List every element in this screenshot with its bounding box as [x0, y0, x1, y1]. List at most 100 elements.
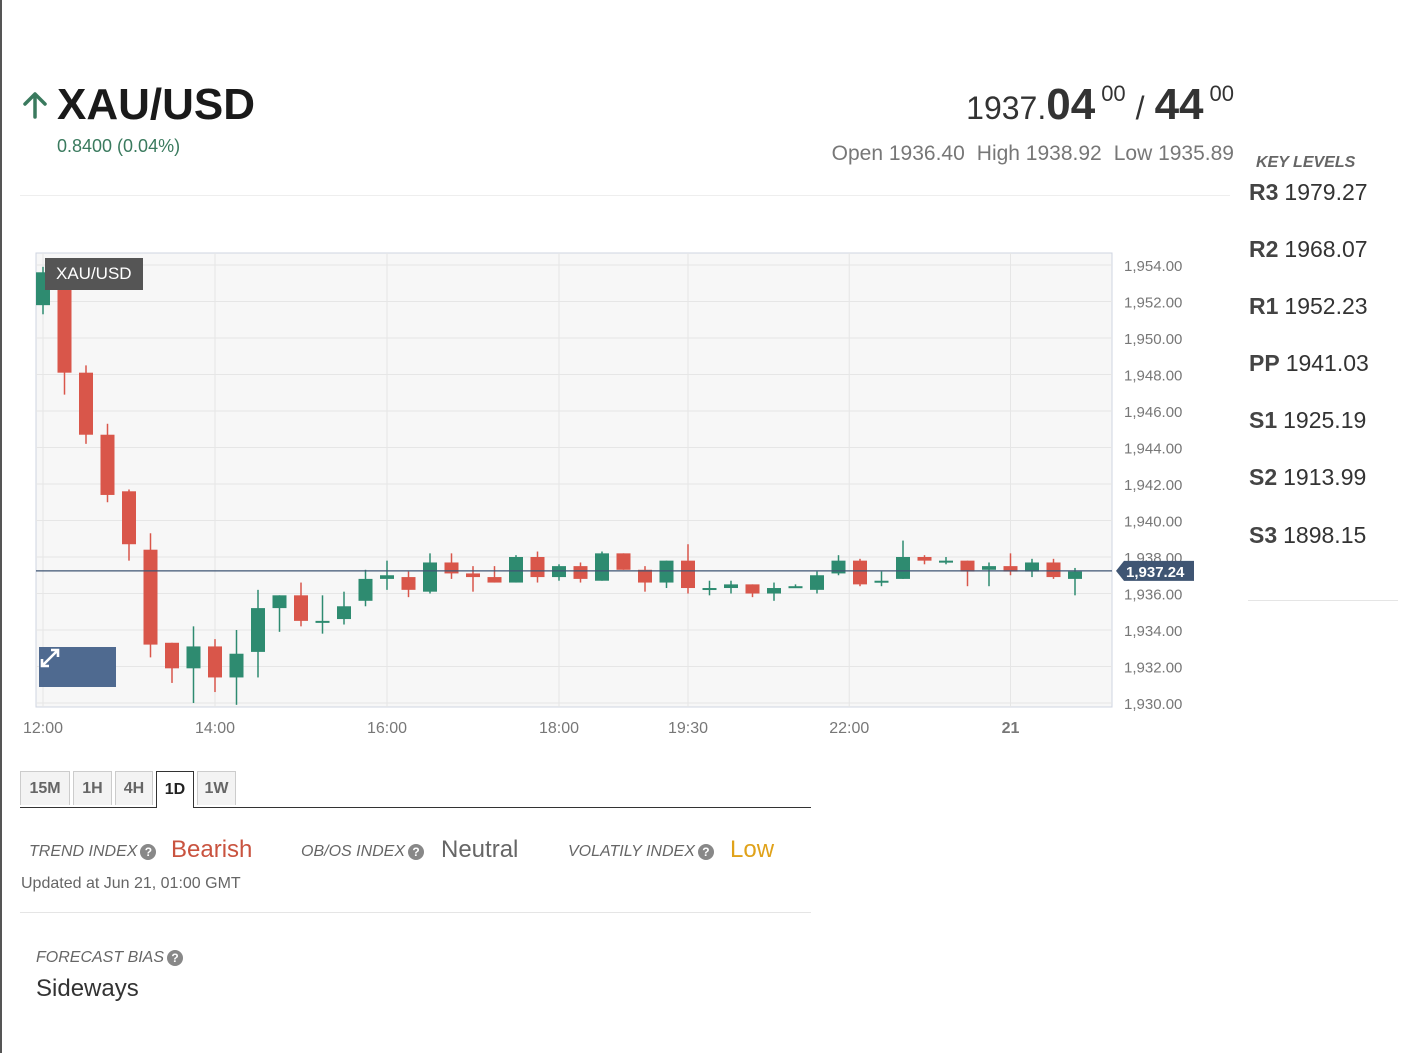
y-tick-label: 1,952.00 [1124, 295, 1182, 312]
key-level-value: 1913.99 [1283, 464, 1367, 490]
x-tick-label: 14:00 [195, 720, 235, 737]
key-level-name: PP [1249, 350, 1280, 376]
key-level-r1: R1 1952.23 [1249, 293, 1368, 320]
candle-body [702, 588, 717, 591]
trend-index-label: TREND INDEX? [29, 843, 157, 861]
tab-4h[interactable]: 4H [115, 771, 153, 805]
candle-body [552, 566, 566, 578]
help-icon[interactable]: ? [697, 844, 714, 860]
candle-body [853, 560, 867, 585]
candle-body [444, 562, 459, 574]
key-level-pp: PP 1941.03 [1249, 350, 1369, 377]
ask-price: 44 [1154, 80, 1204, 129]
quote: 1937.04 00/44 00 [966, 80, 1234, 130]
price-chart[interactable]: 1,954.00 1,952.00 1,950.00 1,948.00 1,946.00… [20, 240, 1220, 745]
trend-index-value: Bearish [171, 836, 253, 863]
candle-body [681, 560, 695, 589]
candle-body [143, 549, 158, 645]
key-level-name: S3 [1249, 522, 1278, 548]
expand-button[interactable] [39, 647, 116, 687]
candle-body [401, 577, 416, 590]
candle-body [122, 491, 136, 545]
divider [1248, 600, 1398, 601]
high-value: High 1938.92 [976, 142, 1102, 165]
forecast-bias-label: FORECAST BIAS? [36, 949, 184, 967]
current-price-label: 1,937.24 [1126, 564, 1185, 581]
candle-body [659, 560, 674, 583]
x-tick-label: 16:00 [367, 720, 407, 737]
y-tick-label: 1,954.00 [1124, 258, 1182, 275]
chart-symbol-label: XAU/USD [45, 258, 143, 290]
tab-1d[interactable]: 1D [156, 771, 194, 808]
key-level-name: R3 [1249, 179, 1279, 205]
key-levels-title: KEY LEVELS [1256, 154, 1356, 171]
y-tick-label: 1,934.00 [1124, 623, 1182, 640]
candle-body [767, 588, 781, 594]
candle-body [638, 569, 652, 583]
symbol-title: XAU/USD [57, 80, 256, 129]
candle-body [358, 578, 373, 601]
candle-body [272, 595, 287, 609]
candle-body [917, 557, 932, 561]
candle-body [337, 606, 351, 620]
candle-body [100, 434, 115, 495]
open-value: Open 1936.40 [831, 142, 965, 165]
key-level-value: 1898.15 [1283, 522, 1367, 548]
candle-body [229, 653, 244, 678]
help-icon[interactable]: ? [140, 844, 157, 860]
key-level-value: 1968.07 [1284, 236, 1368, 262]
price-change: 0.8400 (0.04%) [57, 136, 181, 156]
candle-body [251, 608, 265, 652]
ask-fraction: 00 [1209, 81, 1234, 106]
candle-body [724, 584, 738, 589]
x-tick-label: 12:00 [23, 720, 63, 737]
candle-body [186, 646, 201, 669]
key-level-s2: S2 1913.99 [1249, 464, 1366, 491]
candle-body [595, 553, 609, 581]
candle-body [874, 580, 889, 583]
key-level-name: R2 [1249, 236, 1279, 262]
candle-body [165, 642, 179, 669]
candle-body [530, 557, 545, 578]
candle-body [573, 566, 588, 579]
bid-fraction: 00 [1101, 81, 1126, 106]
candle-body [380, 575, 394, 579]
candle-body [487, 577, 502, 583]
candle-body [57, 272, 72, 373]
forecast-bias-value: Sideways [36, 975, 139, 1002]
candle-body [1068, 571, 1082, 579]
candle-body [79, 372, 93, 435]
y-tick-label: 1,950.00 [1124, 331, 1182, 348]
trend-index-text: TREND INDEX [29, 843, 138, 860]
key-level-name: S2 [1249, 464, 1278, 490]
obos-index-value: Neutral [441, 836, 519, 863]
key-level-r2: R2 1968.07 [1249, 236, 1368, 263]
help-icon[interactable]: ? [167, 950, 184, 966]
candle-body [616, 553, 631, 570]
bid-price: 04 [1046, 80, 1096, 129]
x-tick-label: 19:30 [668, 720, 708, 737]
candlestick-chart: 1,954.00 1,952.00 1,950.00 1,948.00 1,946.00… [23, 252, 1194, 737]
forecast-bias-text: FORECAST BIAS [36, 949, 165, 966]
x-tick-label: 18:00 [539, 720, 579, 737]
arrow-up-icon [23, 92, 47, 119]
candle-body [960, 560, 975, 572]
tab-15m[interactable]: 15M [20, 771, 70, 805]
obos-index-label: OB/OS INDEX? [301, 843, 425, 861]
key-level-s3: S3 1898.15 [1249, 522, 1366, 549]
tab-1w[interactable]: 1W [197, 771, 236, 805]
tab-1h[interactable]: 1H [73, 771, 112, 805]
y-tick-label: 1,942.00 [1124, 477, 1182, 494]
low-value: Low 1935.89 [1113, 142, 1234, 165]
divider [20, 195, 1230, 196]
y-tick-label: 1,930.00 [1124, 696, 1182, 713]
y-tick-label: 1,946.00 [1124, 404, 1182, 421]
candle-body [466, 573, 480, 578]
obos-index-text: OB/OS INDEX [301, 843, 406, 860]
candle-body [982, 566, 996, 570]
key-level-value: 1979.27 [1284, 179, 1368, 205]
candle-body [1003, 566, 1018, 572]
y-tick-label: 1,948.00 [1124, 368, 1182, 385]
candle-body [315, 620, 330, 623]
help-icon[interactable]: ? [408, 844, 425, 860]
